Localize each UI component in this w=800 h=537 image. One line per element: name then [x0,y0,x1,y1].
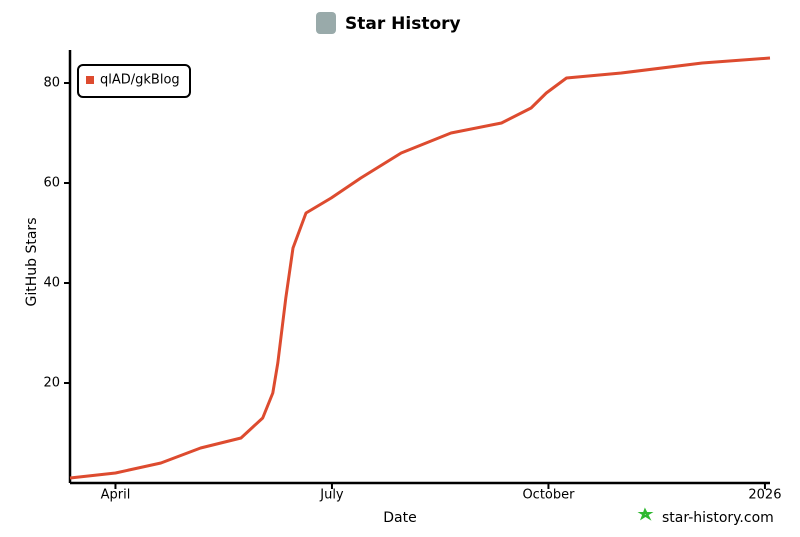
y-tick-label: 40 [43,276,60,291]
y-tick-label: 20 [43,376,60,391]
x-tick-label: April [101,488,131,503]
x-tick-label: July [319,488,344,503]
y-axis-label: GitHub Stars [24,218,40,307]
logo [316,12,336,34]
y-tick-label: 60 [43,176,60,191]
chart-title: Star History [345,14,461,34]
x-tick-label: 2026 [748,488,781,503]
watermark: star-history.com [662,510,774,526]
y-tick-label: 80 [43,76,60,91]
x-tick-label: October [522,488,575,503]
legend-box [77,64,191,98]
legend-label: qlAD/gkBlog [100,73,180,88]
series-line [69,56,771,480]
watermark-icon [637,507,654,521]
x-axis-label: Date [383,510,416,526]
legend-swatch [86,76,94,84]
